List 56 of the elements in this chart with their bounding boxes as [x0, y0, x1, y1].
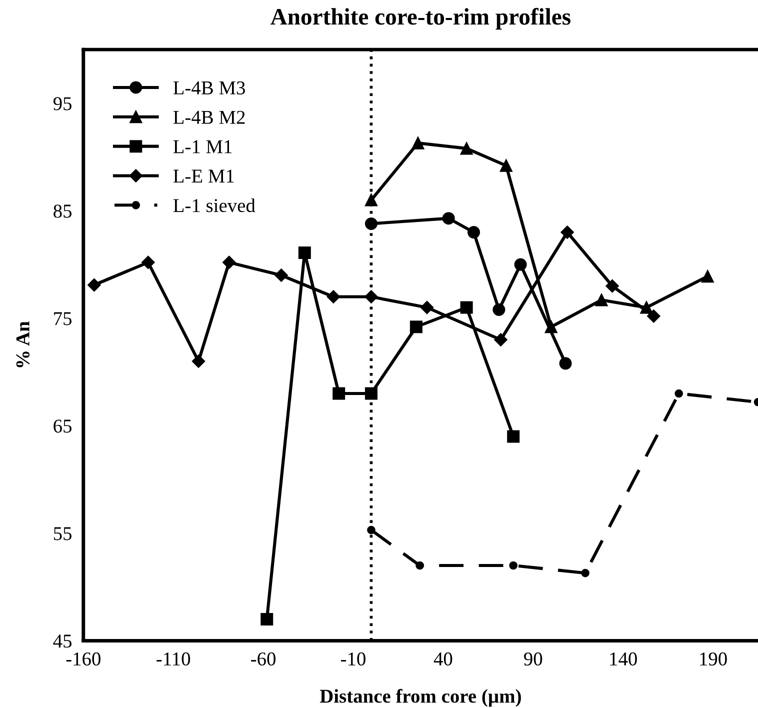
point: [494, 333, 508, 346]
point: [364, 217, 378, 230]
y-tick-label: 95: [53, 97, 72, 110]
y-axis-title: % An: [16, 321, 30, 368]
point: [701, 270, 714, 283]
legend-label: L-4B M3: [173, 81, 245, 94]
y-tick-label: 45: [53, 634, 72, 648]
point: [507, 430, 520, 443]
point: [460, 301, 473, 314]
y-tick-label: 75: [54, 312, 72, 326]
point: [581, 568, 590, 578]
y-tick-label: 55: [54, 527, 72, 540]
legend-label: L-1 M1: [173, 140, 232, 154]
x-tick-label: -10: [340, 652, 366, 666]
point: [326, 290, 340, 304]
point: [606, 279, 619, 293]
legend-label: L-1 sieved: [173, 198, 256, 212]
point: [442, 212, 455, 225]
legend-label: L-4B M2: [173, 110, 245, 124]
point: [332, 387, 346, 400]
point: [509, 561, 518, 570]
x-tick-label: 90: [524, 652, 542, 666]
point: [142, 256, 155, 269]
point: [595, 294, 608, 306]
x-axis-title: Distance from core (µm): [320, 688, 521, 707]
point: [420, 300, 434, 314]
point: [412, 136, 424, 150]
point: [647, 310, 660, 323]
point: [514, 258, 527, 271]
x-tick-label: -160: [66, 652, 100, 666]
point: [560, 226, 574, 239]
x-tick-label: 190: [700, 652, 727, 666]
point: [460, 142, 473, 155]
point: [544, 320, 558, 334]
point: [274, 268, 288, 282]
point: [674, 389, 684, 398]
point: [500, 159, 512, 172]
y-tick-label: 65: [54, 420, 72, 433]
point: [364, 387, 378, 400]
x-tick-label: 40: [434, 652, 452, 666]
point: [298, 246, 311, 259]
chart-title: Anorthite core-to-rim profiles: [270, 8, 570, 30]
point: [416, 561, 424, 570]
point: [492, 303, 506, 316]
point: [222, 256, 236, 269]
point: [192, 354, 206, 368]
legend-label: L-E M1: [173, 170, 234, 183]
point: [260, 612, 274, 626]
x-tick-label: -60: [251, 652, 276, 666]
point: [559, 357, 572, 370]
x-tick-label: -110: [156, 652, 190, 666]
x-tick-label: 140: [610, 652, 637, 666]
point: [468, 226, 480, 239]
point: [410, 320, 422, 334]
point: [88, 278, 101, 292]
y-tick-label: 85: [54, 204, 72, 218]
